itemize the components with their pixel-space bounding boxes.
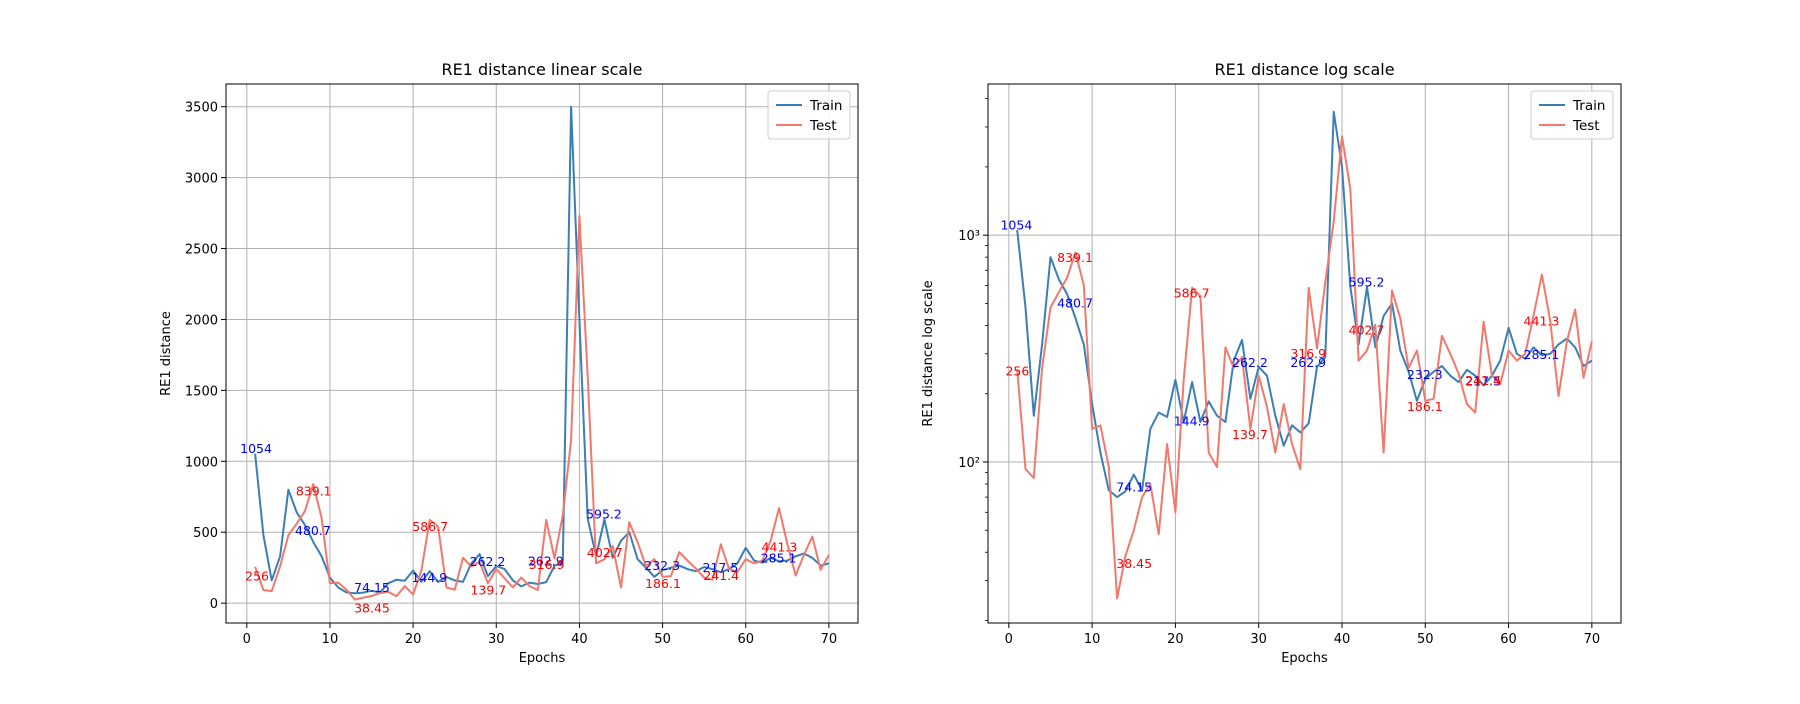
legend-box — [1530, 90, 1614, 140]
data-label-test: 316.9 — [1290, 346, 1326, 361]
data-label-train: 217.5 — [1465, 374, 1501, 389]
data-label-test: 402.7 — [587, 545, 623, 560]
y-ticks: 10² 10³ — [958, 98, 988, 621]
x-tick-label: 0 — [1005, 632, 1013, 647]
x-tick-label: 40 — [571, 632, 588, 647]
data-label-test: 586.7 — [1174, 286, 1210, 301]
x-tick-label: 10 — [322, 632, 339, 647]
x-ticks: 0 10 20 30 40 50 60 70 — [243, 623, 838, 647]
grid-lines — [988, 84, 1621, 623]
data-label-train: 262.9 — [1290, 355, 1326, 370]
chart-title: RE1 distance linear scale — [442, 60, 643, 79]
y-axis-label: RE1 distance log scale — [921, 280, 936, 426]
data-label-train: 595.2 — [1349, 274, 1385, 289]
chart-title: RE1 distance log scale — [1214, 60, 1394, 79]
data-label-train: 262.2 — [1232, 355, 1268, 370]
series-line-test — [254, 214, 830, 601]
data-label-test: 241.4 — [703, 568, 739, 583]
data-label-train: 480.7 — [1057, 295, 1093, 310]
data-label-test: 241.4 — [1465, 373, 1501, 388]
x-tick-label: 70 — [821, 632, 838, 647]
series-lines — [1016, 110, 1593, 600]
legend-label-train: Train — [1572, 98, 1605, 114]
data-label-train: 1054 — [1000, 217, 1032, 232]
x-tick-label: 30 — [488, 632, 505, 647]
y-tick-label: 500 — [193, 526, 218, 541]
data-label-train: 217.5 — [702, 560, 738, 575]
chart-log: 1054 480.7 74.15 144.9 262.2 262.9 595.2 232.3 2… — [921, 60, 1622, 666]
data-label-train: 262.9 — [528, 554, 564, 569]
y-tick-label: 3500 — [185, 101, 218, 116]
legend-label-test: Test — [1572, 118, 1600, 134]
data-label-test: 256 — [1005, 364, 1029, 379]
x-tick-label: 60 — [1500, 632, 1517, 647]
data-label-train: 595.2 — [586, 507, 622, 522]
data-label-train: 1054 — [240, 441, 272, 456]
data-label-test: 839.1 — [296, 483, 332, 498]
data-label-test: 139.7 — [470, 583, 506, 598]
axes-frame — [225, 83, 859, 624]
x-tick-label: 20 — [1167, 632, 1184, 647]
data-label-test: 186.1 — [1407, 399, 1443, 414]
x-tick-label: 10 — [1084, 632, 1101, 647]
x-tick-label: 50 — [1417, 632, 1434, 647]
y-tick-label: 1000 — [185, 455, 218, 470]
data-label-test: 402.7 — [1349, 323, 1385, 338]
legend: Train Test — [767, 90, 851, 140]
data-label-train: 74.15 — [1116, 480, 1152, 495]
x-tick-label: 30 — [1250, 632, 1267, 647]
x-tick-label: 40 — [1334, 632, 1351, 647]
y-tick-label: 0 — [210, 597, 218, 612]
y-ticks: 0 500 1000 1500 2000 2500 3000 3500 — [185, 101, 226, 612]
legend-label-train: Train — [809, 98, 842, 114]
x-tick-label: 70 — [1584, 632, 1601, 647]
data-label-test: 256 — [245, 568, 269, 583]
data-label-train: 144.9 — [411, 570, 447, 585]
x-axis-label: Epochs — [519, 651, 566, 666]
data-label-train: 144.9 — [1174, 413, 1210, 428]
series-line-train — [1016, 110, 1593, 499]
x-tick-label: 60 — [737, 632, 754, 647]
y-axis-label: RE1 distance — [159, 311, 174, 396]
legend-label-test: Test — [809, 118, 837, 134]
y-tick-label: 1500 — [185, 384, 218, 399]
data-label-train: 232.3 — [1407, 367, 1443, 382]
data-label-test: 839.1 — [1057, 250, 1093, 265]
data-label-test: 441.3 — [762, 540, 798, 555]
data-label-test: 139.7 — [1232, 427, 1268, 442]
legend: Train Test — [1530, 90, 1614, 140]
data-label-train: 262.2 — [470, 554, 506, 569]
data-label-train: 285.1 — [761, 551, 797, 566]
data-label-test: 316.9 — [529, 557, 565, 572]
legend-box — [767, 90, 851, 140]
data-label-train: 285.1 — [1524, 347, 1560, 362]
y-tick-label: 10² — [958, 456, 980, 471]
annotations: 1054 480.7 74.15 144.9 262.2 262.9 595.2 232.3 2… — [1000, 217, 1559, 571]
data-label-test: 38.45 — [1116, 556, 1152, 571]
data-label-test: 38.45 — [354, 600, 390, 615]
series-lines — [254, 105, 830, 601]
y-tick-label: 10³ — [958, 229, 980, 244]
series-line-test — [1016, 135, 1593, 600]
data-label-train: 480.7 — [295, 523, 331, 538]
x-tick-label: 0 — [243, 632, 251, 647]
series-line-train — [254, 105, 830, 595]
x-ticks: 0 10 20 30 40 50 60 70 — [1005, 623, 1600, 647]
data-label-test: 441.3 — [1524, 314, 1560, 329]
chart-linear: 1054 480.7 74.15 144.9 262.2 262.9 595.2 232.3 2… — [159, 60, 859, 666]
data-label-train: 232.3 — [644, 558, 680, 573]
x-tick-label: 50 — [654, 632, 671, 647]
y-tick-label: 2500 — [185, 243, 218, 258]
y-tick-label: 3000 — [185, 172, 218, 187]
data-label-train: 74.15 — [354, 580, 390, 595]
x-tick-label: 20 — [405, 632, 422, 647]
x-axis-label: Epochs — [1281, 651, 1328, 666]
annotations: 1054 480.7 74.15 144.9 262.2 262.9 595.2 232.3 2… — [240, 441, 797, 616]
grid-lines — [226, 84, 858, 623]
y-tick-label: 2000 — [185, 313, 218, 328]
data-label-test: 186.1 — [645, 576, 681, 591]
data-label-test: 586.7 — [412, 519, 448, 534]
